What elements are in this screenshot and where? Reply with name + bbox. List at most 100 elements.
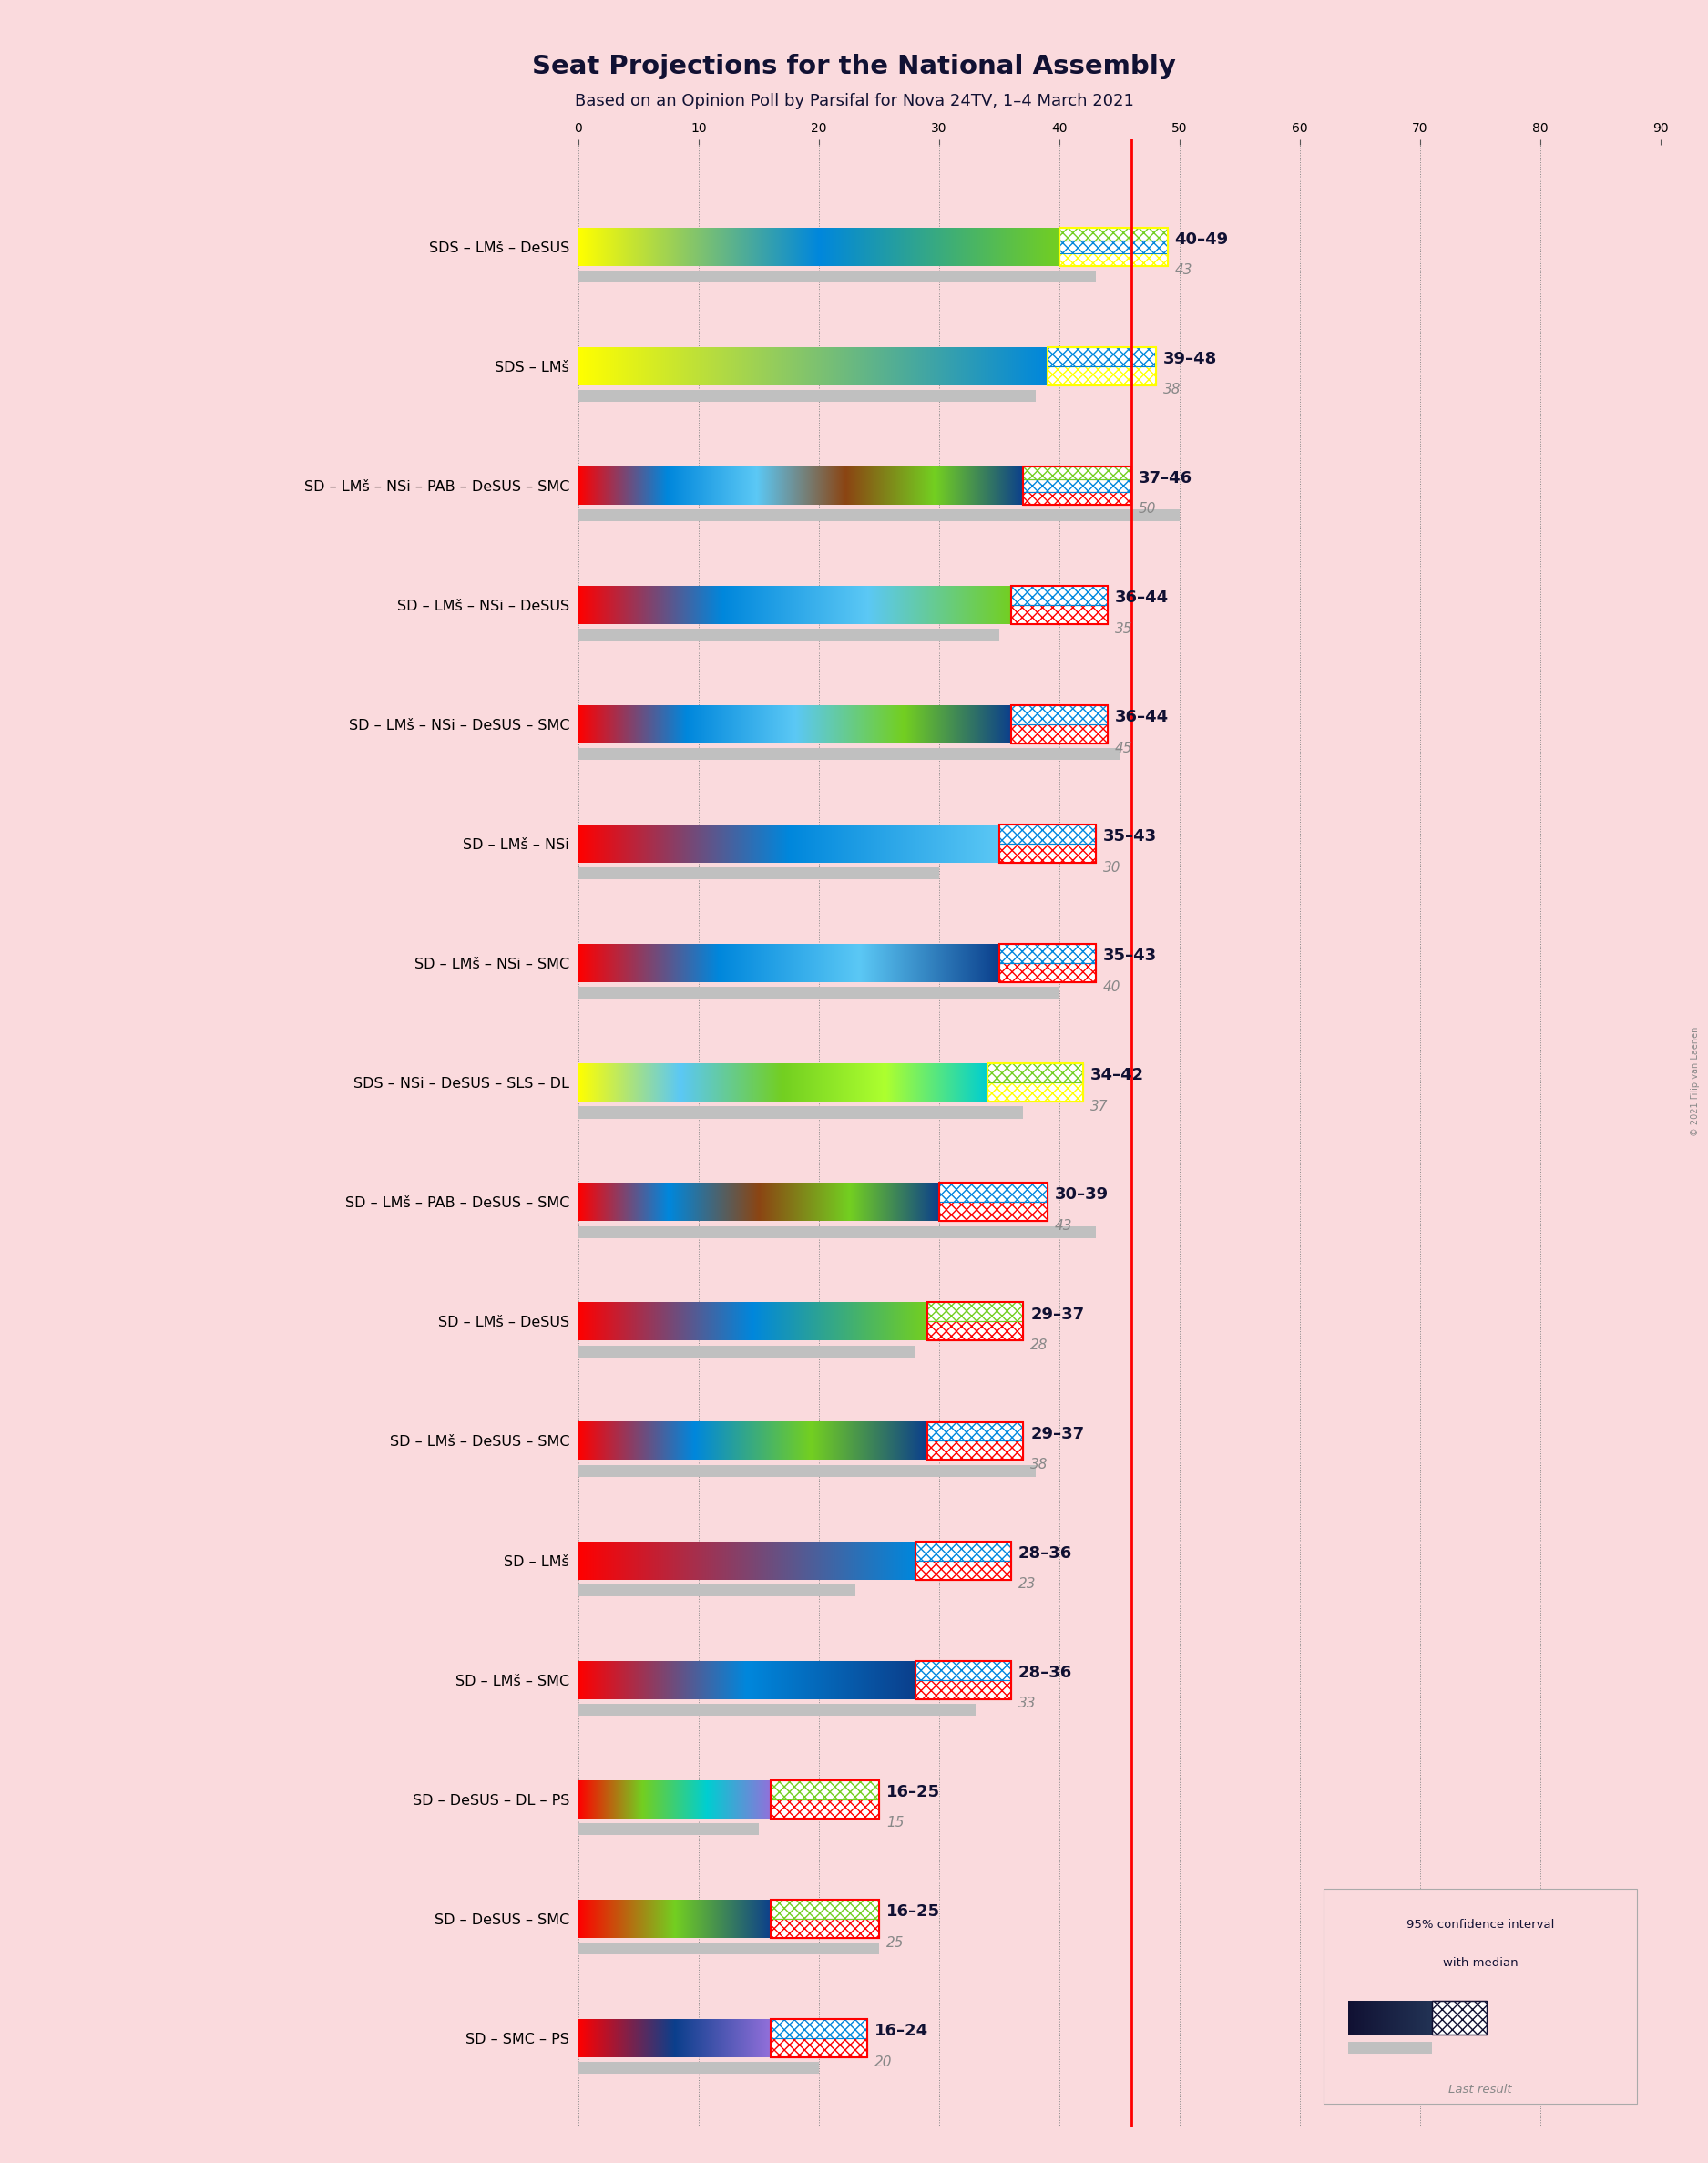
Bar	[927, 1421, 1023, 1441]
Bar	[770, 1800, 880, 1819]
Bar	[770, 1919, 880, 1938]
Bar	[927, 1441, 1023, 1460]
Bar	[915, 1560, 1011, 1579]
Bar	[1023, 467, 1131, 478]
Bar	[1047, 346, 1156, 366]
Bar	[1023, 467, 1131, 504]
Bar	[579, 508, 1180, 521]
Text: 23: 23	[1018, 1577, 1037, 1592]
Bar	[915, 1542, 1011, 1560]
Text: Based on an Opinion Poll by Parsifal for Nova 24TV, 1–4 March 2021: Based on an Opinion Poll by Parsifal for…	[574, 93, 1134, 110]
Bar	[999, 844, 1095, 863]
Bar	[915, 1681, 1011, 1698]
Bar	[915, 1542, 1011, 1579]
Bar	[579, 1464, 1035, 1477]
Bar	[579, 1704, 975, 1715]
Text: 29–37: 29–37	[1030, 1306, 1085, 1322]
Bar	[1433, 2001, 1486, 2035]
Bar	[579, 629, 999, 640]
Bar	[927, 1421, 1023, 1460]
Bar	[999, 844, 1095, 863]
Text: 37: 37	[1091, 1099, 1108, 1114]
Bar	[1023, 478, 1131, 491]
Bar	[915, 1661, 1011, 1681]
Text: 16–24: 16–24	[874, 2022, 927, 2040]
Text: 43: 43	[1054, 1220, 1073, 1233]
Text: 36–44: 36–44	[1115, 590, 1168, 606]
Bar	[579, 1583, 856, 1596]
Text: 30: 30	[1103, 861, 1120, 874]
Bar	[1011, 725, 1107, 744]
Bar	[770, 2038, 868, 2057]
Bar	[1059, 240, 1168, 253]
Bar	[1433, 2001, 1486, 2035]
Text: © 2021 Filip van Laenen: © 2021 Filip van Laenen	[1691, 1027, 1699, 1136]
Bar	[915, 1661, 1011, 1681]
Bar	[1011, 705, 1107, 744]
Bar	[927, 1322, 1023, 1341]
Bar	[1023, 491, 1131, 504]
Text: 35: 35	[1115, 623, 1132, 636]
Bar	[1023, 491, 1131, 504]
Bar	[999, 963, 1095, 982]
Text: 37–46: 37–46	[1139, 469, 1192, 487]
Bar	[770, 2018, 868, 2057]
Bar	[770, 1919, 880, 1938]
Bar	[999, 824, 1095, 844]
Bar	[770, 1780, 880, 1819]
Bar	[1059, 253, 1168, 266]
Bar	[1059, 253, 1168, 266]
Bar	[1023, 467, 1131, 478]
Bar	[770, 2018, 868, 2038]
Bar	[770, 1780, 880, 1800]
Bar	[1047, 346, 1156, 385]
Bar	[915, 1661, 1011, 1698]
Text: 28–36: 28–36	[1018, 1544, 1073, 1562]
Bar	[770, 1899, 880, 1919]
Bar	[579, 1226, 1095, 1237]
Bar	[579, 986, 1059, 999]
Bar	[927, 1441, 1023, 1460]
Bar	[770, 1899, 880, 1919]
Bar	[770, 2038, 868, 2057]
Bar	[927, 1302, 1023, 1322]
Bar	[1348, 2042, 1433, 2053]
Bar	[1011, 705, 1107, 725]
Bar	[579, 2061, 818, 2074]
Text: 39–48: 39–48	[1163, 350, 1216, 368]
Text: 20: 20	[874, 2055, 892, 2068]
Text: 95% confidence interval: 95% confidence interval	[1406, 1919, 1554, 1932]
Text: 40: 40	[1103, 980, 1120, 993]
Bar	[579, 389, 1035, 402]
Bar	[987, 1064, 1083, 1084]
Bar	[999, 824, 1095, 863]
Bar	[1047, 366, 1156, 385]
Bar	[770, 2018, 868, 2038]
Bar	[927, 1421, 1023, 1441]
Bar	[915, 1542, 1011, 1560]
Bar	[579, 270, 1095, 283]
Bar	[987, 1084, 1083, 1101]
Bar	[1059, 227, 1168, 240]
Text: with median: with median	[1443, 1958, 1518, 1968]
Bar	[1011, 705, 1107, 725]
Bar	[579, 1823, 758, 1834]
Text: 40–49: 40–49	[1175, 231, 1228, 247]
Bar	[915, 1681, 1011, 1698]
Bar	[1011, 586, 1107, 606]
Bar	[999, 824, 1095, 844]
Text: Last result: Last result	[1448, 2083, 1512, 2096]
Bar	[939, 1183, 1047, 1203]
Bar	[987, 1064, 1083, 1084]
Bar	[927, 1302, 1023, 1322]
Text: 15: 15	[886, 1817, 904, 1830]
Bar	[770, 1800, 880, 1819]
Text: 16–25: 16–25	[886, 1903, 939, 1921]
Bar	[579, 867, 939, 880]
Bar	[1011, 606, 1107, 623]
Bar	[987, 1084, 1083, 1101]
Bar	[1047, 346, 1156, 366]
Bar	[999, 943, 1095, 982]
Bar	[770, 1899, 880, 1938]
Text: 35–43: 35–43	[1103, 947, 1156, 965]
